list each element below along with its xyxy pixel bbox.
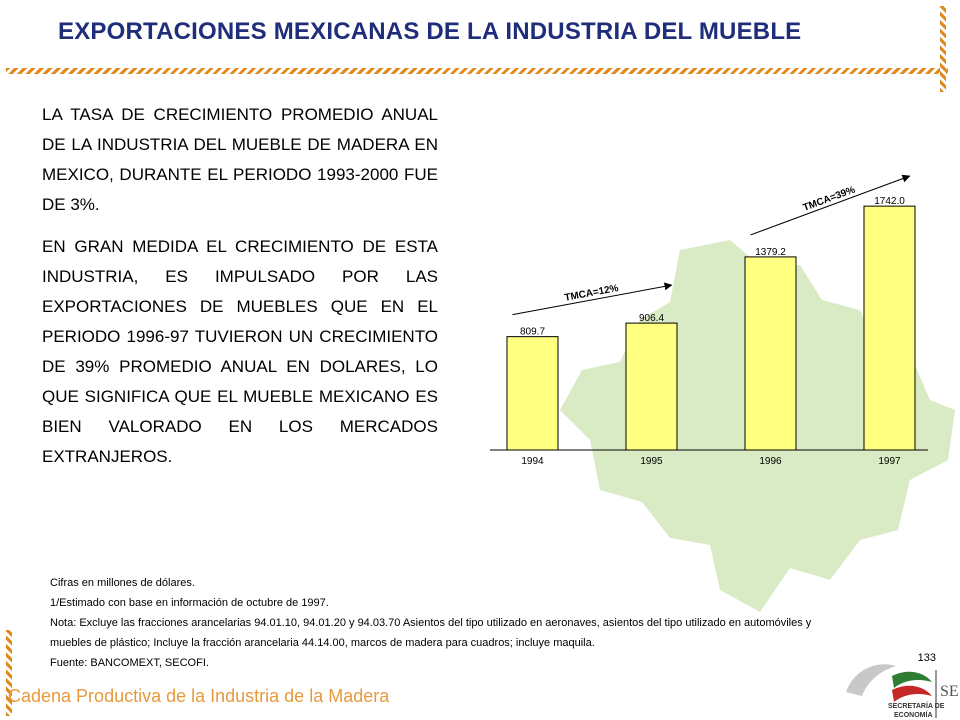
bar-1994 xyxy=(506,336,559,451)
logo-line1: SECRETARÍA DE xyxy=(888,701,945,710)
logo-mark: SE xyxy=(940,683,959,700)
trend-label-1: TMCA=12% xyxy=(564,283,620,304)
page-title: EXPORTACIONES MEXICANAS DE LA INDUSTRIA … xyxy=(58,18,802,45)
logo-line2: ECONOMÍA xyxy=(894,710,933,719)
notes-block: Cifras en millones de dólares. 1/Estimad… xyxy=(50,573,910,673)
growth-rate-paragraph: LA TASA DE CRECIMIENTO PROMEDIO ANUAL DE… xyxy=(42,105,438,214)
note-estimate: 1/Estimado con base en información de oc… xyxy=(50,597,329,609)
secretaria-economia-logo: SECRETARÍA DE ECONOMÍA SE xyxy=(846,664,959,719)
title-underline xyxy=(6,68,948,74)
value-label-1995: 906.4 xyxy=(639,313,664,324)
tick-label-1997: 1997 xyxy=(878,456,901,467)
bar-1995 xyxy=(625,322,678,451)
note-source: Fuente: BANCOMEXT, SECOFI. xyxy=(50,657,209,669)
tick-label-1995: 1995 xyxy=(640,456,663,467)
left-border-bottom xyxy=(6,630,12,716)
note-inclusions: muebles de plástico; Incluye la fracción… xyxy=(50,637,595,649)
trend-arrow-2 xyxy=(750,174,911,236)
exports-bar-chart: 809.7 1994 906.4 1995 1379.2 1996 1742.0 1997 TM… xyxy=(490,174,928,467)
bar-1997 xyxy=(863,205,916,451)
trend-arrow-1 xyxy=(512,282,673,316)
value-label-1996: 1379.2 xyxy=(755,247,786,258)
tick-label-1996: 1996 xyxy=(759,456,782,467)
footer-title: Cadena Productiva de la Industria de la … xyxy=(8,686,390,706)
value-label-1997: 1742.0 xyxy=(874,196,905,207)
note-exclusions: Nota: Excluye las fracciones arancelaria… xyxy=(50,617,812,629)
note-units: Cifras en millones de dólares. xyxy=(50,577,195,589)
page-number: 133 xyxy=(917,652,936,664)
tick-label-1994: 1994 xyxy=(521,456,544,467)
value-label-1994: 809.7 xyxy=(520,327,545,338)
bar-1996 xyxy=(744,256,797,451)
right-border-top xyxy=(940,6,946,92)
exports-paragraph: EN GRAN MEDIDA EL CRECIMIENTO DE ESTA IN… xyxy=(42,237,438,466)
